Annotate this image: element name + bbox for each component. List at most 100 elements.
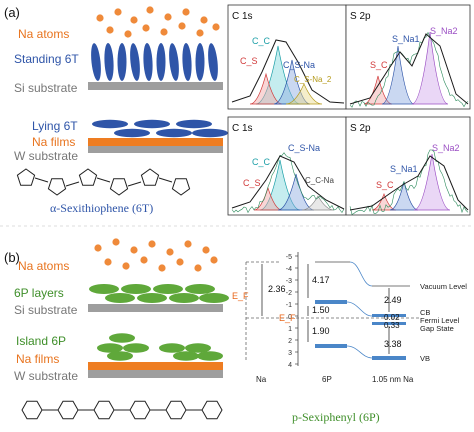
- phenyl-ring: [93, 400, 115, 420]
- na-atom: [104, 258, 112, 266]
- column-label-na105: 1.05 nm Na: [372, 375, 414, 384]
- label-sna2-bottom: S_Na2: [432, 143, 460, 153]
- na-atom: [210, 256, 218, 264]
- standing-6t-molecule: [169, 43, 179, 81]
- xps-raw-data: [231, 152, 345, 214]
- panel-b-label: (b): [4, 250, 20, 265]
- panel-b-upper-schematic: Na atoms 6P layers Si substrate: [14, 238, 229, 317]
- panel-b-lower-schematic: Island 6P Na films W substrate: [14, 333, 223, 383]
- energy-tick-label: -1: [286, 302, 292, 309]
- xps-spectra-grid: [227, 4, 471, 216]
- value-na105-top: 2.49: [384, 295, 402, 305]
- na-atom: [194, 264, 202, 272]
- na-atom: [212, 23, 220, 31]
- label-cs-bottom: C_S: [243, 178, 261, 188]
- label-cb: CB: [420, 308, 430, 317]
- standing-6t-label: Standing 6T: [14, 52, 79, 66]
- na-films-label-b: Na films: [16, 352, 59, 366]
- 6p-layer-molecules: [89, 284, 229, 303]
- standing-6t-molecule: [208, 43, 218, 81]
- phenyl-ring: [165, 400, 187, 420]
- xps-component-peak: [413, 153, 451, 211]
- six-p-molecule: [121, 284, 151, 294]
- standing-6t-molecule: [117, 43, 127, 81]
- xps-raw-data: [349, 31, 469, 108]
- energy-axis-ticks: -5 -4 -3 -2 -1 0 1 2 3 4: [286, 254, 298, 369]
- xps-component-peak: [273, 59, 311, 105]
- phenyl-ring: [201, 400, 223, 420]
- value-6p-upper: 4.17: [312, 275, 330, 285]
- six-p-molecule: [89, 284, 119, 294]
- na-atom-cloud: [96, 6, 220, 38]
- label-gap-state: Gap State: [420, 324, 454, 333]
- energy-tick-label: -2: [286, 290, 292, 297]
- fermi-marker-axis: E_F: [279, 313, 296, 323]
- lying-6t-molecule: [156, 128, 192, 138]
- label-csna-bottom: C_S-Na: [288, 143, 320, 153]
- ring-bond: [158, 177, 173, 183]
- na-atom: [140, 256, 148, 264]
- w-substrate-bar-b: [88, 370, 223, 378]
- na-atom: [182, 8, 190, 16]
- label-fermi-level: Fermi Level: [420, 316, 460, 325]
- energy-tick-label: -5: [286, 254, 292, 261]
- label-sc-top: S_C: [370, 60, 388, 70]
- label-sna2-top: S_Na2: [430, 26, 458, 36]
- na-atom: [184, 240, 192, 248]
- label-vacuum-level: Vacuum Level: [420, 282, 467, 291]
- xps-envelope: [349, 33, 469, 105]
- standing-6t-molecule: [130, 43, 140, 81]
- lying-6t-molecule: [134, 119, 170, 129]
- spectrum-frame-s2p-bottom: [345, 116, 471, 216]
- island-6p-molecule: [123, 343, 149, 353]
- island-6p-molecule: [97, 343, 123, 353]
- ring-bond: [127, 181, 142, 187]
- lying-6t-molecule: [92, 119, 128, 129]
- na-atom: [164, 13, 172, 21]
- 6p-vb-band: [315, 344, 347, 348]
- ring-bond: [96, 177, 111, 183]
- na-atom-cloud-b: [94, 238, 218, 272]
- label-sc-bottom: S_C: [376, 180, 394, 190]
- lying-6t-molecule: [192, 128, 228, 138]
- sexiphenyl-structure: [21, 400, 223, 420]
- w-substrate-label-b: W substrate: [14, 369, 78, 383]
- energy-tick-label: 4: [288, 362, 292, 369]
- thiophene-ring: [109, 178, 129, 196]
- energy-level-diagram: -5 -4 -3 -2 -1 0 1 2 3 4: [245, 252, 420, 369]
- na-atom: [96, 14, 104, 22]
- na-atom: [130, 16, 138, 24]
- six-p-molecule: [199, 293, 229, 303]
- na-film-bar-b: [88, 362, 223, 370]
- label-cc-bottom: C_C: [252, 157, 271, 167]
- lying-6t-molecule: [114, 128, 150, 138]
- standing-6t-molecule: [182, 43, 192, 81]
- na-atoms-label-b: Na atoms: [18, 259, 69, 273]
- energy-tick-label: 0: [288, 314, 292, 321]
- thiophene-ring: [78, 168, 98, 186]
- six-p-molecule: [153, 284, 183, 294]
- phenyl-ring: [57, 400, 79, 420]
- sexithiophene-structure: [16, 168, 191, 196]
- na-atom: [122, 262, 130, 270]
- na105-cb-band: [372, 314, 406, 317]
- ring-bond: [65, 181, 80, 187]
- na-atoms-label: Na atoms: [18, 27, 69, 41]
- thiophene-ring: [171, 178, 191, 196]
- na-atom: [124, 30, 132, 38]
- island-6p-molecule: [107, 351, 133, 361]
- si-substrate-bar: [88, 82, 223, 90]
- w-substrate-label: W substrate: [14, 149, 78, 163]
- na-atom: [196, 29, 204, 37]
- energy-tick-label: -3: [286, 278, 292, 285]
- standing-6t-molecules: [91, 43, 218, 81]
- value-na-gap: 2.36: [268, 284, 286, 294]
- spectrum-title-s2p-bottom: S 2p: [350, 123, 371, 134]
- column-label-na: Na: [256, 375, 267, 384]
- standing-6t-molecule: [195, 43, 205, 81]
- island-6p-molecule: [185, 343, 211, 353]
- six-p-molecule: [137, 293, 167, 303]
- energy-tick-label: 2: [288, 338, 292, 345]
- energy-tick-label: 3: [288, 350, 292, 357]
- spectrum-title-c1s-top: C 1s: [232, 11, 253, 22]
